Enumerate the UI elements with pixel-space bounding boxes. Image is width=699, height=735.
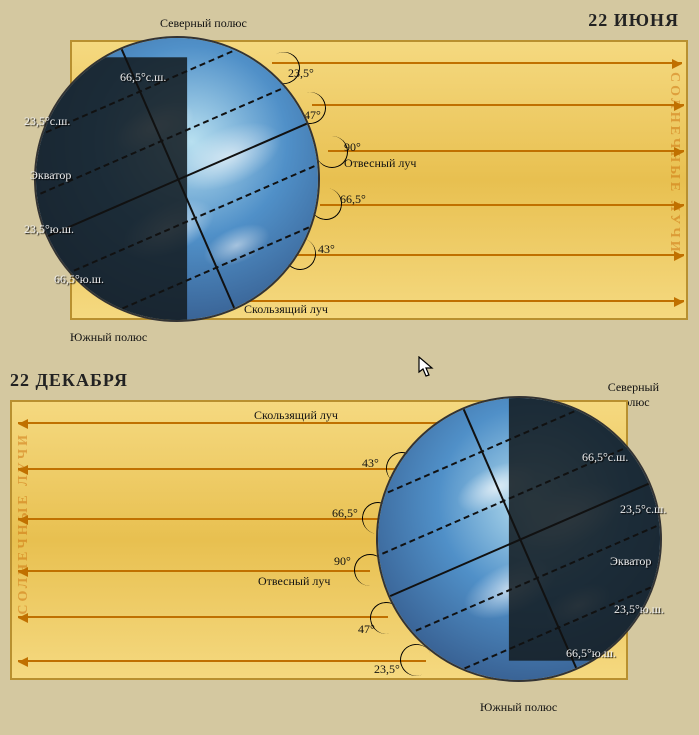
ray-66-dec: [18, 518, 378, 520]
ray-tropic-n: [312, 104, 684, 106]
perp-ray-label-dec: Отвесный луч: [258, 574, 330, 589]
ray-graze-dec: [18, 422, 478, 424]
mouse-cursor-icon: [418, 356, 434, 378]
ray-perp: [328, 150, 684, 152]
lat-label-tropic-n-dec: 23,5°с.ш.: [620, 502, 666, 517]
lat-label-equator-dec: Экватор: [610, 554, 651, 569]
south-pole-label-dec: Южный полюс: [480, 700, 557, 715]
lat-label-arctic-dec: 66,5°с.ш.: [582, 450, 628, 465]
angle-66-5: 66,5°: [340, 192, 366, 207]
graze-ray-label: Скользящий луч: [244, 302, 328, 317]
ray-arctic: [272, 62, 682, 64]
lat-label-tropic-n: 23,5°с.ш.: [24, 114, 70, 129]
sun-rays-text-june: СОЛНЕЧНЫЕ ЛУЧИ: [666, 72, 682, 255]
lat-label-antarctic: 66,5°ю.ш.: [54, 272, 104, 287]
lat-label-equator: Экватор: [30, 168, 71, 183]
lat-label-antarctic-dec: 66,5°ю.ш.: [566, 646, 616, 661]
title-june: 22 ИЮНЯ: [588, 10, 679, 31]
lat-label-arctic: 66,5°с.ш.: [120, 70, 166, 85]
ray-66: [320, 204, 684, 206]
perp-ray-label: Отвесный луч: [344, 156, 416, 171]
ray-perp-dec: [18, 570, 370, 572]
panel-june-22: 22 ИЮНЯ Северный полюс СОЛНЕЧНЫЕ ЛУЧИ 23…: [10, 10, 689, 360]
ray-23-dec: [18, 660, 426, 662]
title-december: 22 ДЕКАБРЯ: [10, 370, 128, 391]
ray-47-dec: [18, 616, 388, 618]
angle-90-dec: 90°: [334, 554, 351, 569]
graze-ray-label-dec: Скользящий луч: [254, 408, 338, 423]
lat-label-tropic-s-dec: 23,5°ю.ш.: [614, 602, 664, 617]
panel-december-22: 22 ДЕКАБРЯ Северный полюс СОЛНЕЧНЫЕ ЛУЧИ…: [10, 370, 689, 725]
lat-label-tropic-s: 23,5°ю.ш.: [24, 222, 74, 237]
angle-23-dec: 23,5°: [374, 662, 400, 677]
south-pole-label: Южный полюс: [70, 330, 147, 345]
